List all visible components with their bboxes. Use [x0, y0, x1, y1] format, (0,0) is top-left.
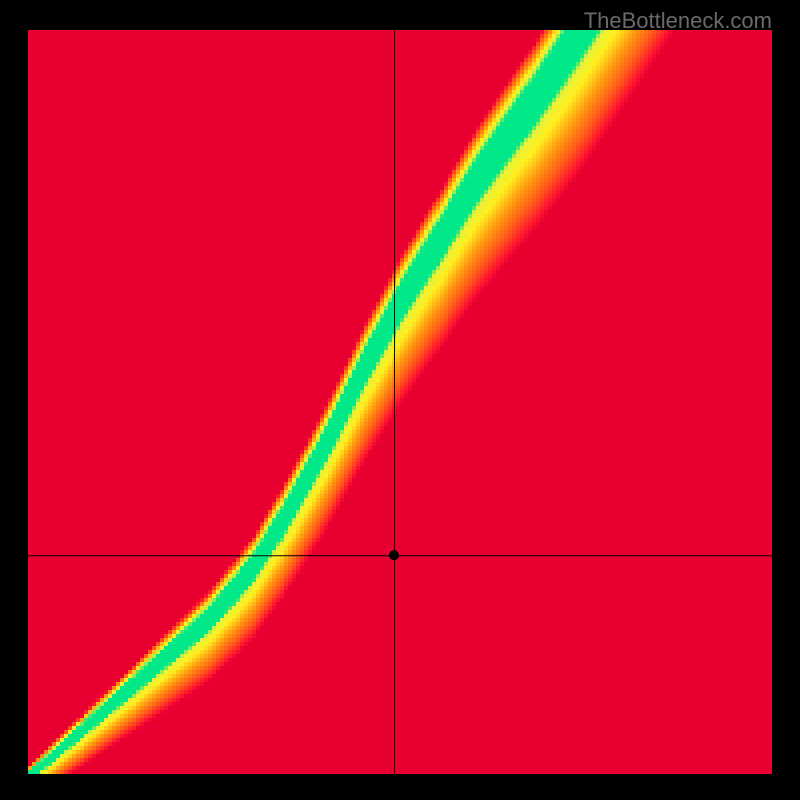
chart-container: TheBottleneck.com: [0, 0, 800, 800]
heatmap-canvas: [28, 30, 772, 774]
heatmap-plot: [28, 30, 772, 774]
watermark-text: TheBottleneck.com: [584, 8, 772, 34]
